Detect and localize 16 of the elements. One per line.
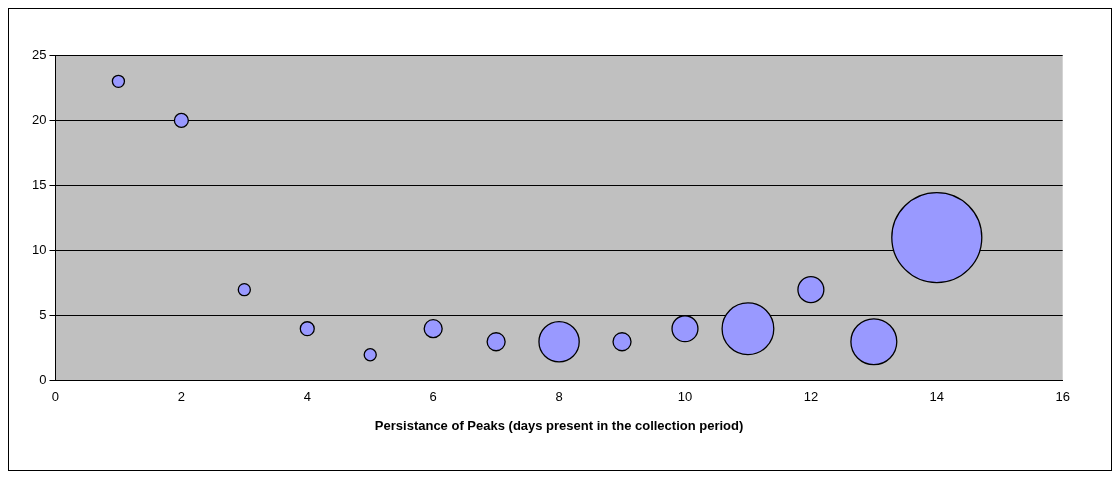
y-tick-label: 15 [31, 177, 47, 193]
x-tick-label: 6 [429, 389, 437, 405]
y-tick-label: 0 [39, 372, 47, 388]
y-tick-label: 20 [31, 111, 47, 127]
y-tick-label: 5 [39, 307, 47, 323]
x-axis-title: Persistance of Peaks (days present in the collection period) [374, 417, 744, 433]
x-tick-label: 0 [51, 389, 60, 405]
y-tick-label: 25 [31, 46, 47, 62]
x-tick-label: 2 [177, 389, 185, 405]
x-tick-label: 10 [677, 389, 693, 405]
x-tick-label: 14 [929, 389, 945, 405]
x-tick-label: 12 [803, 389, 819, 405]
x-tick-label: 4 [303, 389, 311, 405]
y-tick-label: 10 [31, 242, 47, 258]
x-tick-label: 8 [555, 389, 563, 405]
x-tick-label: 16 [1055, 389, 1070, 405]
